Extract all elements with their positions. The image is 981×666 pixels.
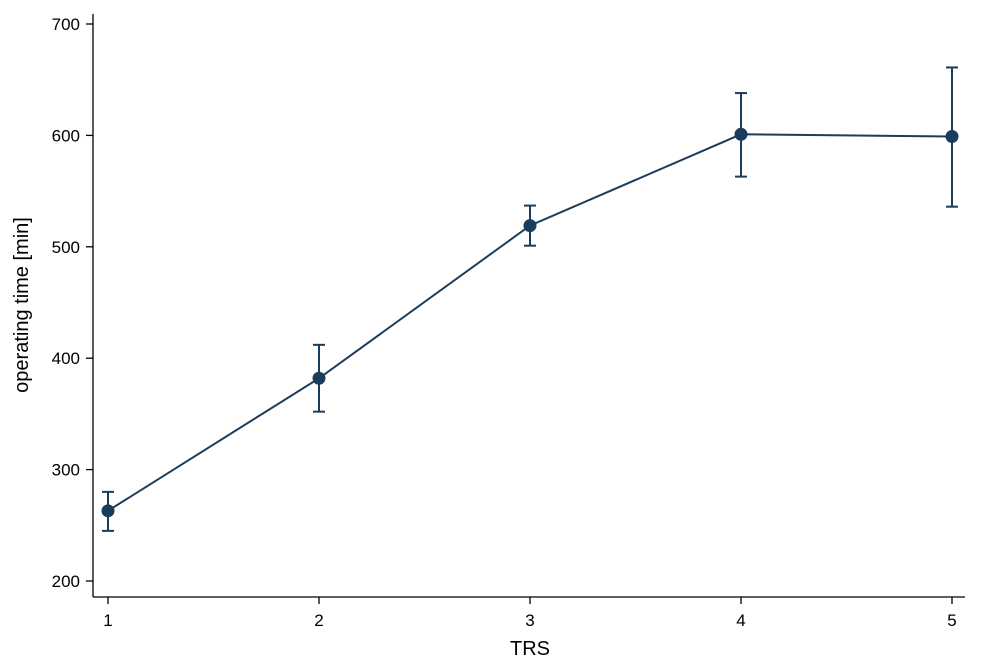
- x-tick-label: 3: [525, 611, 534, 630]
- x-ticks: 1 2 3 4 5: [103, 597, 957, 630]
- y-tick-label: 300: [52, 461, 80, 480]
- x-tick-label: 1: [103, 611, 112, 630]
- y-tick-label: 200: [52, 572, 80, 591]
- data-point: [312, 371, 326, 385]
- data-point: [945, 130, 959, 144]
- x-tick-label: 2: [314, 611, 323, 630]
- x-tick-label: 4: [736, 611, 745, 630]
- y-tick-label: 700: [52, 15, 80, 34]
- x-axis-title: TRS: [510, 638, 550, 660]
- series-group: [101, 66, 959, 532]
- data-point: [523, 219, 537, 233]
- y-tick-label: 400: [52, 349, 80, 368]
- data-point: [101, 504, 115, 518]
- x-tick-label: 5: [947, 611, 956, 630]
- y-tick-label: 500: [52, 238, 80, 257]
- series-line: [107, 133, 953, 512]
- y-ticks: 200 300 400 500 600 700: [52, 15, 93, 591]
- data-point: [734, 127, 748, 141]
- y-axis-title: operating time [min]: [11, 217, 33, 393]
- y-tick-label: 600: [52, 126, 80, 145]
